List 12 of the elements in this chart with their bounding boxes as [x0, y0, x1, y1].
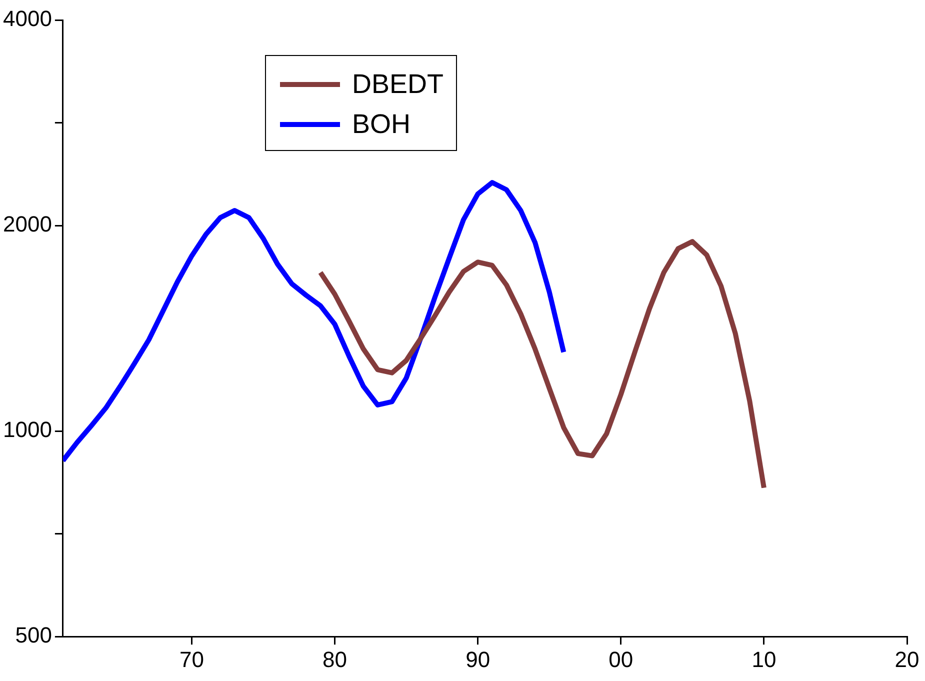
x-tick-label: 00	[608, 646, 634, 672]
legend-label: DBEDT	[352, 68, 444, 101]
y-tick-label: 2000	[2, 212, 52, 237]
legend-label: BOH	[352, 108, 411, 141]
x-tick-label: 70	[179, 646, 204, 672]
y-tick-label: 500	[15, 622, 52, 648]
x-tick-label: 10	[752, 646, 776, 672]
y-tick-label: 4000	[2, 6, 52, 32]
x-tick-label: 90	[466, 646, 490, 672]
x-tick-label: 80	[322, 646, 347, 672]
x-tick-label: 20	[894, 646, 920, 672]
y-tick-label: 1000	[2, 417, 52, 442]
